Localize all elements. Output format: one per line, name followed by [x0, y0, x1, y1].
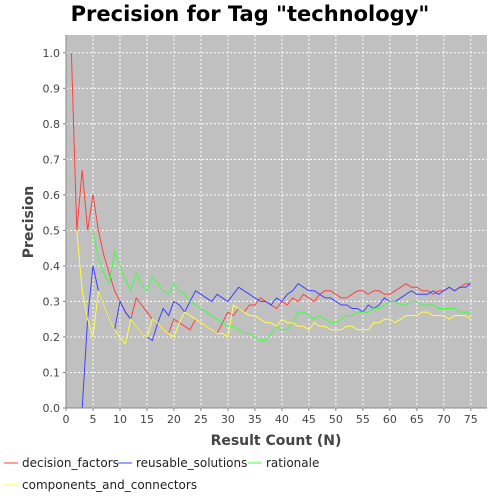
x-tick-label: 50: [329, 413, 343, 426]
x-tick-label: 65: [410, 413, 424, 426]
y-tick-label: 0.3: [43, 295, 61, 308]
plot-area: [66, 35, 487, 408]
y-axis-label: Precision: [21, 186, 37, 258]
y-tick-label: 0.8: [43, 118, 61, 131]
series-line-rationale: [92, 230, 471, 341]
y-tick-label: 0.7: [43, 153, 61, 166]
x-tick-label: 20: [167, 413, 181, 426]
x-tick-label: 25: [194, 413, 208, 426]
x-tick-label: 45: [302, 413, 316, 426]
x-tick-label: 75: [464, 413, 478, 426]
x-tick-label: 60: [383, 413, 397, 426]
legend-label: decision_factors: [22, 456, 119, 470]
series-lines: [70, 52, 472, 409]
x-tick-label: 30: [221, 413, 235, 426]
x-tick-label: 70: [437, 413, 451, 426]
y-tick-label: 0.2: [43, 331, 61, 344]
y-tick-label: 0.4: [43, 260, 61, 273]
y-axis-ticks: 0.0 0.1 0.2 0.3 0.4 0.5 0.6 0.7 0.8 0.9 1.0: [43, 47, 66, 415]
series-line-components-and-connectors: [76, 230, 472, 346]
y-tick-label: 0.5: [43, 224, 61, 237]
chart-title: Precision for Tag "technology": [71, 2, 430, 26]
x-axis-label: Result Count (N): [211, 433, 342, 449]
y-tick-label: 1.0: [43, 47, 61, 60]
y-tick-label: 0.9: [43, 82, 61, 95]
legend: decision_factors reusable_solutions ration…: [4, 456, 319, 492]
legend-label: components_and_connectors: [22, 478, 197, 492]
x-tick-label: 15: [140, 413, 154, 426]
x-axis-ticks: 0 5 10 15 20 25 30 35 40 45 50 55 60 65 70 75: [63, 408, 478, 426]
y-tick-label: 0.0: [43, 402, 61, 415]
x-tick-label: 55: [356, 413, 370, 426]
x-tick-label: 35: [248, 413, 262, 426]
y-tick-label: 0.1: [43, 366, 61, 379]
legend-label: rationale: [266, 456, 319, 470]
y-tick-label: 0.6: [43, 189, 61, 202]
x-tick-label: 10: [113, 413, 127, 426]
x-tick-label: 5: [89, 413, 96, 426]
x-tick-label: 0: [63, 413, 70, 426]
legend-label: reusable_solutions: [136, 456, 247, 470]
x-tick-label: 40: [275, 413, 289, 426]
